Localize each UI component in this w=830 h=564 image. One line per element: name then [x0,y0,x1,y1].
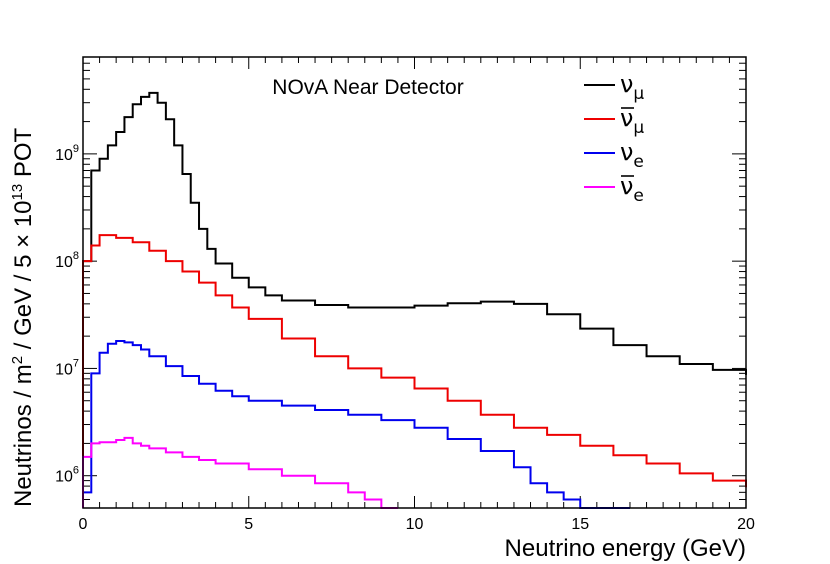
x-tick-labels: 0 5 10 15 20 [79,516,755,533]
legend-subscript: e [633,152,643,172]
y-tick-label: 107 [55,357,79,378]
legend-label: νμ [620,104,644,138]
chart-title: NOvA Near Detector [272,76,463,99]
series-layer [82,91,747,509]
series-1 [82,234,747,508]
legend-label: νe [620,172,644,206]
y-tick-exponent: 7 [73,357,79,369]
legend-item: νe [584,172,644,206]
y-tick-exponent: 6 [73,465,79,477]
y-tick-base: 10 [55,147,73,164]
legend-subscript: e [633,186,643,206]
y-axis-label-part-3: POT [10,127,37,183]
legend-subscript: μ [633,118,644,138]
y-tick-label: 106 [55,465,79,486]
y-axis-label-part-2: / GeV / 5 × 10 [10,201,37,356]
x-axis-label: Neutrino energy (GeV) [505,535,746,562]
x-tick-label: 20 [737,516,755,533]
y-tick-label: 109 [55,143,79,164]
x-tick-label: 10 [406,516,424,533]
y-tick-exponent: 8 [73,250,79,262]
series-line [82,340,630,509]
series-2 [82,340,630,509]
legend-item: νe [584,138,644,172]
y-tick-label: 108 [55,250,79,271]
y-axis-label-exp-2: 13 [9,184,26,201]
legend-symbol: ν [620,172,633,200]
legend-symbol: ν [620,104,633,132]
y-tick-exponent: 9 [73,143,79,155]
series-line [82,436,398,509]
legend-symbol: ν [620,138,633,166]
series-line [82,91,747,508]
series-0 [82,91,747,508]
x-tick-label: 15 [571,516,589,533]
y-axis-label-part-1: Neutrinos / m [10,364,37,507]
x-tick-label: 0 [79,516,88,533]
legend-item: νμ [584,70,644,104]
y-tick-base: 10 [55,469,73,486]
series-line [82,234,747,508]
legend-item: νμ [584,104,644,138]
y-tick-base: 10 [55,254,73,271]
y-axis-label: Neutrinos / m2 / GeV / 5 × 1013 POT [9,127,37,507]
series-3 [82,436,398,509]
legend-label: νe [620,138,644,172]
y-tick-base: 10 [55,361,73,378]
legend-label: νμ [620,70,644,104]
legend-subscript: μ [633,84,644,104]
legend-symbol: ν [620,70,633,98]
x-tick-label: 5 [244,516,253,533]
plot-frame [82,56,747,509]
y-axis-label-exp-1: 2 [9,356,26,364]
